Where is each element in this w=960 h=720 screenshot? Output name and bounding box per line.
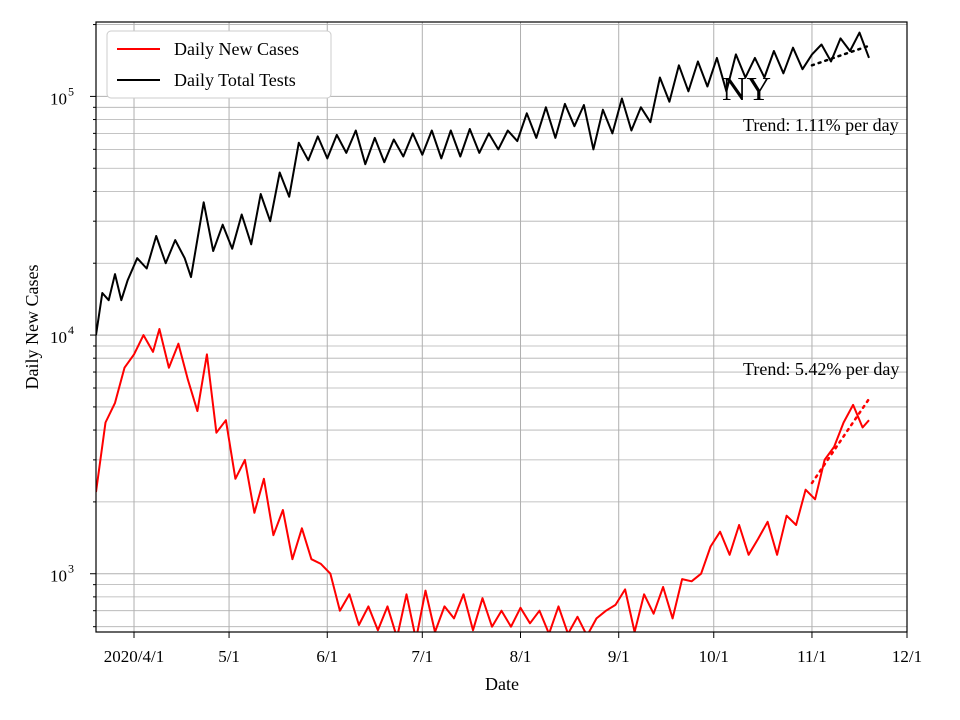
daily-new-cases-line (96, 328, 870, 632)
x-tick-label: 12/1 (892, 647, 922, 666)
x-tick-label: 5/1 (218, 647, 240, 666)
y-tick-exponent: 3 (68, 562, 74, 576)
cases-trend-line (810, 397, 871, 485)
legend-label-cases: Daily New Cases (174, 39, 299, 59)
legend-box (106, 30, 332, 99)
x-tick-label: 8/1 (510, 647, 532, 666)
x-tick-label: 6/1 (316, 647, 338, 666)
legend: Daily New Cases Daily Total Tests (106, 30, 332, 99)
x-tick-label: 10/1 (699, 647, 729, 666)
daily-total-tests-line (96, 31, 870, 336)
grid (96, 22, 908, 632)
y-tick-label: 10 (50, 567, 67, 586)
x-tick-label: 7/1 (411, 647, 433, 666)
x-tick-label: 2020/4/1 (104, 647, 164, 666)
y-tick-exponent: 5 (68, 84, 74, 98)
ticks: 2020/4/1 5/1 6/1 7/1 8/1 9/1 10/1 11/1 12/110 310… (50, 24, 922, 666)
x-tick-label: 11/1 (797, 647, 827, 666)
y-tick-label: 10 (50, 328, 67, 347)
cases-trend-label: Trend: 5.42% per day (743, 359, 899, 379)
tests-trend-label: Trend: 1.11% per day (743, 115, 899, 135)
x-axis-label: Date (485, 674, 519, 694)
x-tick-label: 9/1 (608, 647, 630, 666)
legend-label-tests: Daily Total Tests (174, 70, 296, 90)
y-axis-label: Daily New Cases (22, 265, 42, 390)
y-tick-label: 10 (50, 89, 67, 108)
tests-trend-line (810, 44, 871, 67)
plot-frame (95, 21, 908, 633)
state-label: NY (722, 71, 771, 108)
y-tick-exponent: 4 (68, 323, 74, 337)
series-layer (96, 31, 871, 632)
